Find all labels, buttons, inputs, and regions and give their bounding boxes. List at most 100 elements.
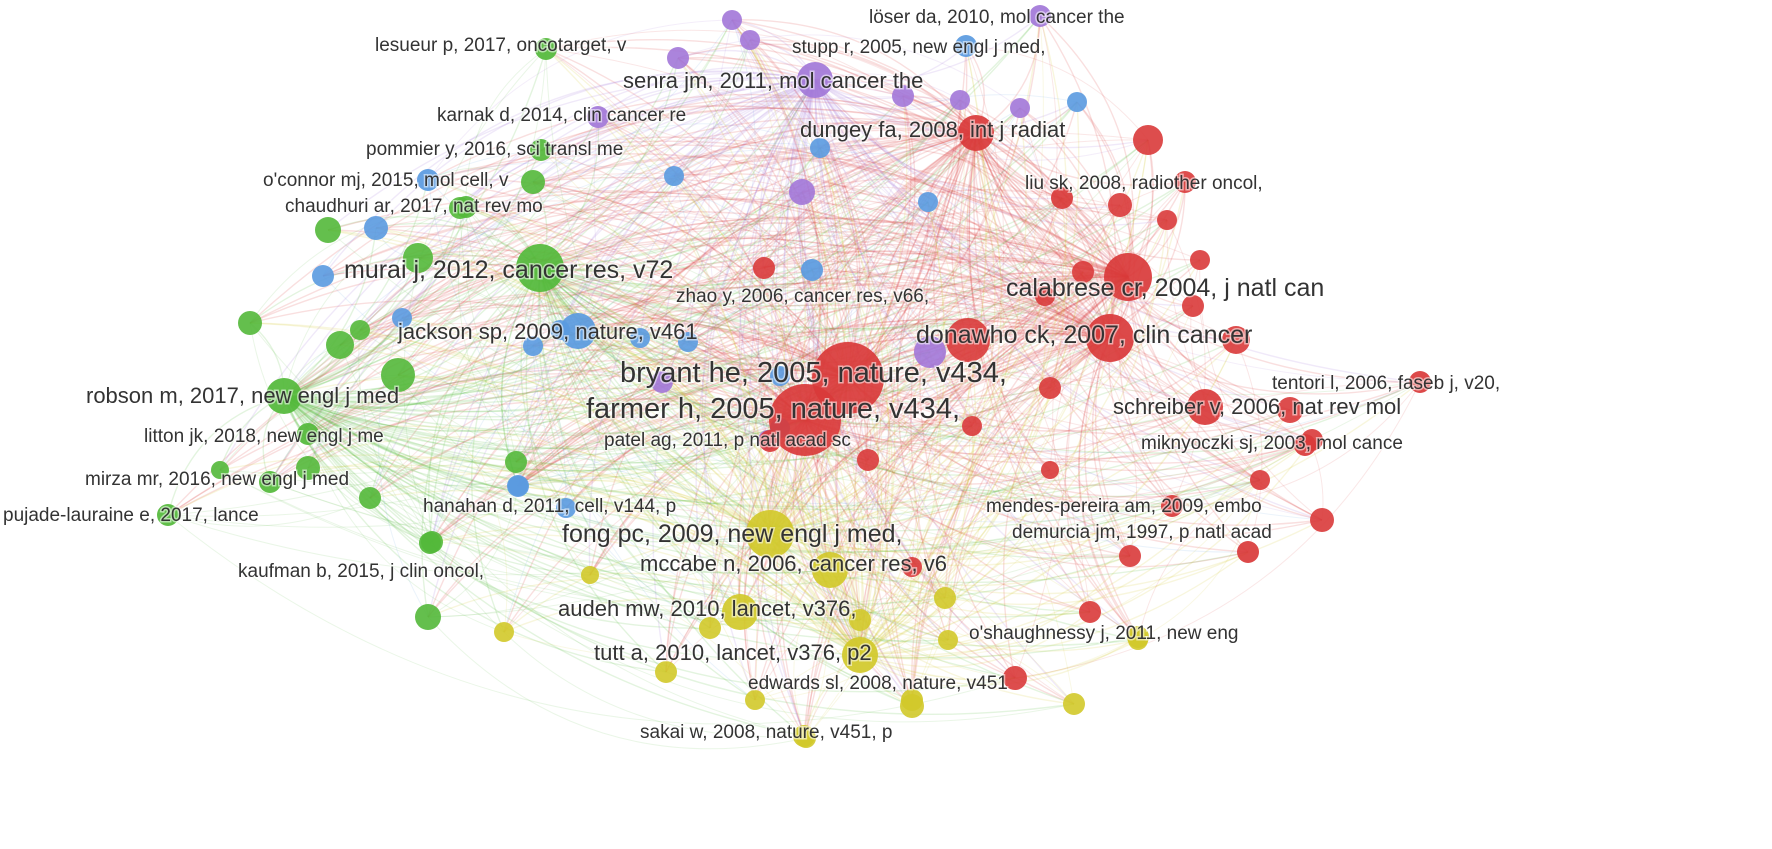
node-label-litton: litton jk, 2018, new engl j me bbox=[144, 426, 384, 447]
node-label-liu: liu sk, 2008, radiother oncol, bbox=[1025, 173, 1263, 194]
node-donawho[interactable] bbox=[1086, 314, 1134, 362]
node-sakai[interactable] bbox=[793, 725, 815, 747]
blue-node bbox=[918, 192, 938, 212]
blue-node bbox=[770, 366, 790, 386]
purple-node bbox=[950, 90, 970, 110]
node-robson[interactable] bbox=[266, 378, 302, 414]
node-zhao[interactable] bbox=[801, 259, 823, 281]
green-node bbox=[350, 320, 370, 340]
red-node bbox=[962, 416, 982, 436]
red-node bbox=[1250, 470, 1270, 490]
node-label-miknyoczki: miknyoczki sj, 2003, mol cance bbox=[1141, 433, 1403, 454]
red-node bbox=[1072, 261, 1094, 283]
node-pujade[interactable] bbox=[157, 504, 179, 526]
red-node bbox=[1222, 326, 1250, 354]
yellow-node bbox=[938, 630, 958, 650]
node-oshaughnessy[interactable] bbox=[1127, 626, 1149, 648]
node-label-oshaughnessy: o'shaughnessy j, 2011, new eng bbox=[969, 623, 1238, 644]
node-label-oconnor: o'connor mj, 2015, mol cell, v bbox=[263, 170, 509, 191]
node-stupp[interactable] bbox=[955, 35, 977, 57]
red-node bbox=[1310, 508, 1334, 532]
green-node bbox=[505, 451, 527, 473]
node-loser[interactable] bbox=[1029, 5, 1051, 27]
node-litton[interactable] bbox=[297, 423, 319, 445]
node-schreiber[interactable] bbox=[1187, 389, 1223, 425]
blue-node bbox=[392, 308, 412, 328]
red-node bbox=[857, 449, 879, 471]
yellow-node bbox=[1063, 693, 1085, 715]
purple-node bbox=[740, 30, 760, 50]
node-label-chaudhuri: chaudhuri ar, 2017, nat rev mo bbox=[285, 196, 543, 217]
node-jackson[interactable] bbox=[560, 313, 596, 349]
yellow-node bbox=[655, 661, 677, 683]
green-node bbox=[415, 604, 441, 630]
red-node bbox=[902, 557, 922, 577]
blue-node bbox=[556, 498, 576, 518]
node-label-stupp: stupp r, 2005, new engl j med, bbox=[792, 37, 1046, 58]
node-farmer[interactable] bbox=[769, 384, 841, 456]
blue-node bbox=[810, 138, 830, 158]
node-label-pommier: pommier y, 2016, sci transl me bbox=[366, 139, 623, 160]
node-dungey[interactable] bbox=[958, 115, 994, 151]
yellow-node bbox=[581, 566, 599, 584]
minor-node-layer bbox=[211, 10, 1334, 748]
node-label-kaufman: kaufman b, 2015, j clin oncol, bbox=[238, 561, 484, 582]
node-patel[interactable] bbox=[759, 430, 781, 452]
node-chaudhuri[interactable] bbox=[455, 196, 477, 218]
node-kaufman[interactable] bbox=[419, 532, 441, 554]
node-hanahan[interactable] bbox=[507, 475, 529, 497]
yellow-node bbox=[849, 609, 871, 631]
node-layer bbox=[157, 5, 1431, 747]
node-label-donawho: donawho ck, 2007, clin cancer bbox=[916, 321, 1252, 349]
red-node bbox=[1108, 193, 1132, 217]
node-mirza[interactable] bbox=[259, 471, 281, 493]
node-label-sakai: sakai w, 2008, nature, v451, p bbox=[640, 722, 892, 743]
node-mendes[interactable] bbox=[1161, 495, 1183, 517]
node-label-audeh: audeh mw, 2010, lancet, v376, bbox=[558, 596, 856, 621]
node-fong[interactable] bbox=[746, 510, 794, 558]
node-tentori[interactable] bbox=[1409, 371, 1431, 393]
node-label-lesueur: lesueur p, 2017, oncotarget, v bbox=[375, 35, 627, 56]
node-pommier[interactable] bbox=[530, 139, 552, 161]
red-node bbox=[946, 318, 990, 362]
red-node bbox=[1277, 397, 1303, 423]
node-tutt[interactable] bbox=[842, 637, 878, 673]
node-label-pujade: pujade-lauraine e, 2017, lance bbox=[3, 505, 259, 526]
node-calabrese[interactable] bbox=[1104, 253, 1152, 301]
node-oconnor[interactable] bbox=[417, 169, 439, 191]
node-murai[interactable] bbox=[516, 244, 564, 292]
node-karnak[interactable] bbox=[587, 106, 609, 128]
node-edwards[interactable] bbox=[901, 689, 923, 711]
green-node bbox=[315, 217, 341, 243]
node-label-tutt: tutt a, 2010, lancet, v376, p2 bbox=[594, 640, 872, 665]
red-node bbox=[1133, 125, 1163, 155]
node-label-mccabe: mccabe n, 2006, cancer res, v6 bbox=[640, 551, 947, 576]
red-node bbox=[1190, 250, 1210, 270]
node-liu[interactable] bbox=[1051, 187, 1073, 209]
node-label-robson: robson m, 2017, new engl j med bbox=[86, 383, 399, 408]
green-node bbox=[326, 331, 354, 359]
blue-node bbox=[364, 216, 388, 240]
node-label-hanahan: hanahan d, 2011, cell, v144, p bbox=[423, 496, 676, 517]
yellow-node bbox=[745, 690, 765, 710]
node-label-calabrese: calabrese cr, 2004, j natl can bbox=[1006, 274, 1324, 302]
node-demurcia[interactable] bbox=[1237, 541, 1259, 563]
node-senra[interactable] bbox=[797, 62, 833, 98]
blue-node bbox=[664, 166, 684, 186]
red-node bbox=[1079, 601, 1101, 623]
node-label-senra: senra jm, 2011, mol cancer the bbox=[623, 68, 923, 93]
blue-node bbox=[678, 332, 698, 352]
node-audeh[interactable] bbox=[722, 594, 758, 630]
purple-node bbox=[722, 10, 742, 30]
node-mccabe[interactable] bbox=[812, 552, 848, 588]
blue-node bbox=[630, 328, 650, 348]
purple-node bbox=[789, 179, 815, 205]
green-node bbox=[296, 456, 320, 480]
label-layer: bryant he, 2005, nature, v434, farmer h, … bbox=[2, 6, 1502, 745]
node-lesueur[interactable] bbox=[535, 38, 557, 60]
node-label-karnak: karnak d, 2014, clin cancer re bbox=[437, 105, 686, 126]
red-node bbox=[1174, 171, 1196, 193]
purple-node bbox=[914, 336, 946, 368]
node-miknyoczki[interactable] bbox=[1294, 434, 1316, 456]
